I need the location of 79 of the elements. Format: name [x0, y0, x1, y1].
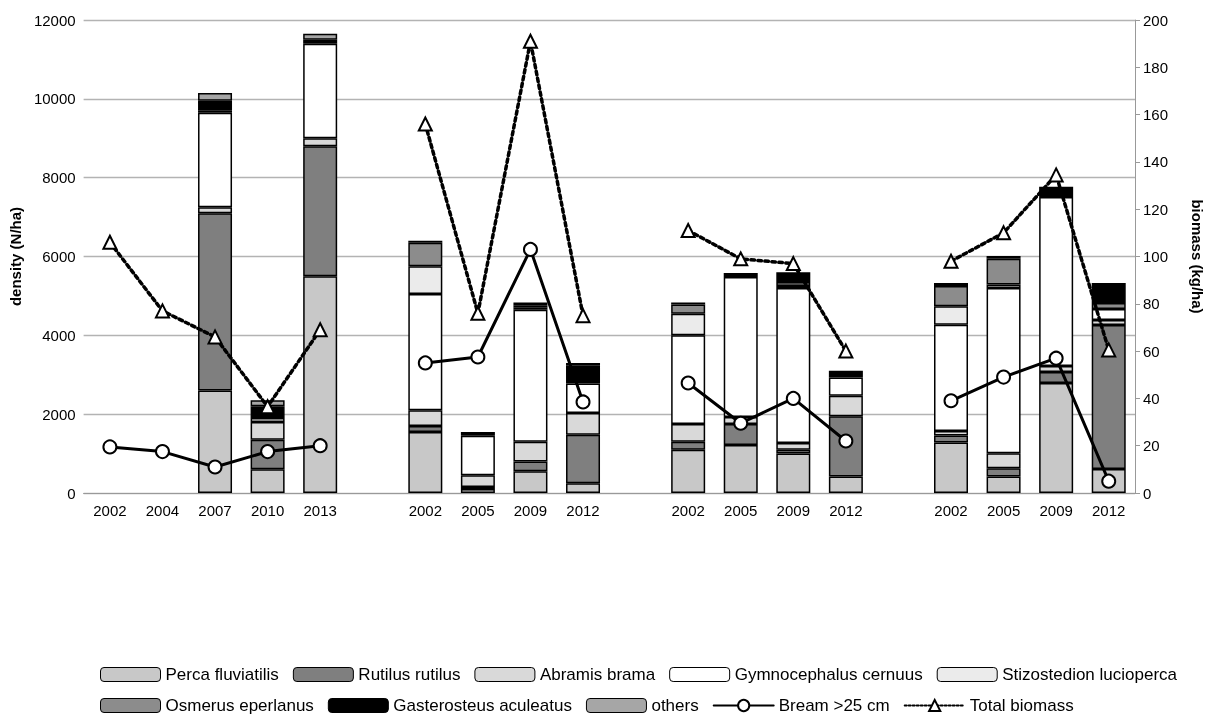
point	[943, 253, 959, 269]
legend-label: Stizostedion lucioperca	[1002, 665, 1178, 684]
point	[1048, 350, 1064, 366]
y2-tick-label: 140	[1143, 153, 1169, 171]
point	[1048, 167, 1064, 183]
bar	[303, 33, 338, 40]
point	[733, 251, 749, 267]
x-tick-label: 2009	[513, 502, 548, 519]
point	[838, 343, 854, 359]
y-tick-label: 10000	[33, 90, 76, 108]
point	[996, 225, 1012, 241]
x-tick-label: 2009	[776, 502, 810, 519]
point	[417, 355, 433, 371]
y-tick-label: 6000	[42, 248, 76, 265]
y2-tick-label: 0	[1143, 484, 1152, 502]
x-tick-label: 2002	[934, 502, 968, 519]
y-tick-label: 4000	[42, 326, 76, 344]
legend-label: Bream >25 cm	[778, 696, 890, 715]
point	[943, 393, 959, 409]
x-tick-label: 2005	[461, 502, 495, 519]
legend-label: others	[651, 696, 699, 715]
x-tick-label: 2012	[566, 502, 600, 519]
point	[522, 241, 538, 257]
point	[575, 308, 591, 324]
legend-label: Rutilus rutilus	[358, 665, 461, 684]
point	[733, 415, 749, 431]
point	[470, 305, 486, 321]
point	[207, 329, 223, 345]
y2-tick-label: 20	[1143, 437, 1160, 455]
y-tick-label: 2000	[42, 405, 76, 423]
x-tick-label: 2013	[303, 502, 337, 519]
x-tick-label: 2009	[1039, 502, 1073, 519]
y-tick-label: 8000	[42, 169, 76, 187]
x-tick-label: 2002	[408, 502, 442, 519]
y2-tick-label: 180	[1143, 58, 1169, 76]
y2-tick-label: 200	[1143, 11, 1169, 29]
point	[312, 322, 328, 338]
x-tick-label: 2007	[198, 502, 232, 519]
x-tick-label: 2004	[145, 502, 180, 519]
point	[522, 33, 538, 49]
point	[785, 256, 801, 272]
y2-tick-label: 120	[1143, 200, 1169, 218]
x-tick-label: 2002	[671, 502, 705, 519]
y2-tick-label: 160	[1143, 106, 1169, 124]
point	[312, 438, 328, 454]
point	[102, 234, 118, 250]
y-axis-title: density (N/ha)	[7, 206, 24, 307]
x-tick-label: 2002	[93, 502, 127, 519]
legend-label: Gymnocephalus cernuus	[734, 665, 923, 684]
y2-tick-label: 60	[1143, 342, 1160, 360]
point	[207, 459, 223, 475]
y-tick-label: 12000	[33, 11, 76, 29]
point	[102, 439, 118, 455]
point	[785, 390, 801, 406]
y-tick-label: 0	[67, 484, 76, 502]
x-tick-label: 2012	[1092, 502, 1126, 519]
bar	[776, 453, 811, 493]
x-tick-label: 2005	[724, 502, 758, 519]
point	[154, 444, 170, 460]
point	[417, 116, 433, 132]
legend-label: Osmerus eperlanus	[165, 696, 314, 715]
x-tick-label: 2010	[250, 502, 285, 519]
point	[470, 349, 486, 365]
y2-tick-label: 100	[1143, 248, 1169, 265]
point	[680, 375, 696, 391]
x-tick-label: 2005	[986, 502, 1021, 519]
legend-label: Gasterosteus aculeatus	[393, 696, 572, 715]
legend-label: Perca fluviatilis	[165, 665, 279, 684]
point	[154, 303, 170, 319]
y2-tick-label: 80	[1143, 295, 1160, 313]
y2-axis-title: biomass (kg/ha)	[1189, 199, 1206, 314]
legend-label: Abramis brama	[539, 665, 656, 684]
point	[680, 222, 696, 238]
y2-tick-label: 40	[1143, 389, 1160, 407]
point	[996, 369, 1012, 385]
point	[1101, 342, 1117, 358]
legend-label: Total biomass	[969, 696, 1074, 715]
x-tick-label: 2012	[829, 502, 863, 519]
bar	[986, 258, 1021, 285]
